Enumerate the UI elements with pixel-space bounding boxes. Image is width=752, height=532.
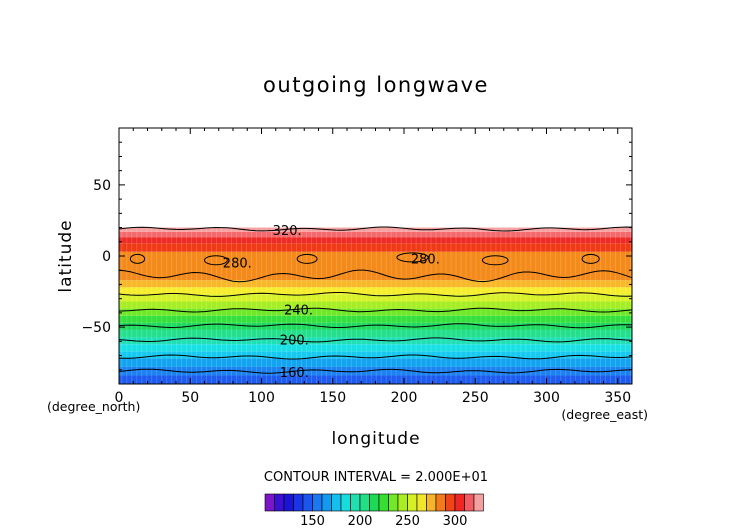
x-tick-label: 150 [319,390,346,406]
contour-280-cell [581,253,600,264]
contour-interval-note: CONTOUR INTERVAL = 2.000E+01 [264,470,488,485]
contour-280-cell [296,253,318,264]
colorbar-tick-label: 250 [395,514,420,529]
colorbar-swatch [454,493,465,512]
colorbar-tick-label: 200 [348,514,373,529]
y-tick-label: 50 [93,178,111,194]
band-5 [119,337,632,345]
contour-280 [118,269,633,283]
colorbar-swatch [302,493,313,512]
contour-260 [118,292,633,297]
x-tick-label: 350 [604,390,631,406]
colorbar-swatch [264,493,275,512]
band-3 [119,351,632,359]
colorbar-swatch [416,493,427,512]
colorbar-swatch [464,493,475,512]
contour-160 [118,368,633,374]
band-6 [119,329,632,338]
y-axis: −50 0 50 [81,141,632,371]
band-0 [119,375,632,384]
x-tick-label: 50 [181,390,199,406]
band-16 [119,237,632,244]
y-unit-label: (degree_north) [47,399,140,414]
contour-280-cell [481,255,509,266]
x-tick-label: 300 [533,390,560,406]
colorbar-swatch [369,493,380,512]
colorbar-swatch [350,493,361,512]
colorbar-swatch [435,493,446,512]
colorbar-swatch [426,493,437,512]
x-axis: 0 50 100 150 200 250 300 350 [115,128,631,406]
band-13 [119,280,632,288]
colorbar-swatch [388,493,399,512]
contour-label: 280. [411,252,440,267]
x-tick-label: 100 [248,390,275,406]
colorbar-tick-label: 150 [300,514,325,529]
contour-lines [118,226,633,374]
contour-280-cell [129,253,146,264]
filled-bands [119,227,632,384]
band-1 [119,366,632,376]
y-tick-label: 0 [102,249,111,265]
contour-240 [118,307,633,313]
contour-200 [118,337,633,343]
colorbar-swatch [340,493,351,512]
band-18 [119,227,632,232]
colorbar-swatch [359,493,370,512]
colorbar-swatch [321,493,332,512]
x-unit-label: (degree_east) [561,407,648,422]
colorbar-swatch [473,493,484,512]
band-8 [119,315,632,323]
contour-label: 280. [223,257,252,272]
x-tick-label: 250 [462,390,489,406]
contour-label: 320. [273,224,302,239]
colorbar-swatch [312,493,323,512]
band-7 [119,322,632,330]
y-axis-label: latitude [56,219,76,292]
colorbar-swatch [397,493,408,512]
colorbar-tick-label: 300 [443,514,468,529]
band-12 [119,287,632,295]
band-10 [119,301,632,309]
colorbar-swatch [445,493,456,512]
colorbar-swatch [378,493,389,512]
contour-320 [118,226,633,232]
x-axis-label: longitude [331,429,420,449]
contour-label: 200. [280,333,309,348]
x-tick-label: 200 [391,390,418,406]
band-15 [119,243,632,252]
x-tick-label: 0 [115,390,124,406]
band-17 [119,231,632,238]
colorbar-swatch [283,493,294,512]
colorbar-swatch [331,493,342,512]
colorbar-swatch [293,493,304,512]
chart-title: outgoing longwave [263,73,489,97]
contour-label: 240. [284,303,313,318]
band-11 [119,294,632,302]
y-tick-label: −50 [81,320,111,336]
band-4 [119,344,632,352]
band-2 [119,358,632,367]
contour-220 [118,323,633,329]
colorbar-swatch [407,493,418,512]
contour-180 [118,354,633,360]
fill-striping [121,228,631,384]
contour-280-cell [396,252,429,263]
contour-280-cell [204,255,228,266]
contour-label: 160. [280,366,309,381]
colorbar-swatch [274,493,285,512]
colorbar: 150 200 250 300 [264,493,484,529]
band-14 [119,251,632,281]
band-9 [119,308,632,316]
